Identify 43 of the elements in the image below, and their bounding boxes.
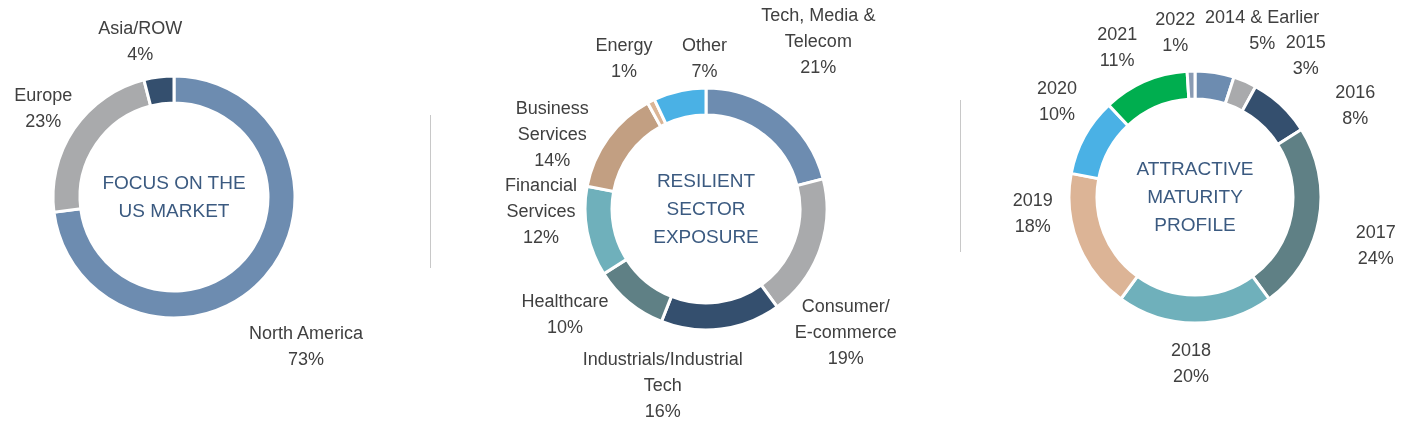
data-label: 20% xyxy=(1172,365,1209,386)
data-label: 21% xyxy=(800,57,837,78)
slice-label: Other xyxy=(681,35,727,56)
data-label: 12% xyxy=(523,227,560,248)
slice-label: 2015 xyxy=(1285,32,1326,53)
text: ATTRACTIVE MATURITY PROFILE xyxy=(1135,157,1255,237)
data-label: 4% xyxy=(127,43,154,64)
slice-label: 2020 xyxy=(1037,78,1078,99)
slice-label: 2019 xyxy=(1012,189,1053,210)
data-label: 23% xyxy=(25,111,62,132)
slice-label: Industrials/Industrial Tech xyxy=(582,348,743,395)
data-label: 73% xyxy=(288,348,325,369)
slice-label: 2018 xyxy=(1170,339,1211,360)
text: RESILIENT SECTOR EXPOSURE xyxy=(652,169,760,249)
slice-label: Tech, Media & Telecom xyxy=(761,5,876,52)
data-label: 11% xyxy=(1099,49,1135,70)
slice-label: North America xyxy=(249,322,365,343)
data-label: 18% xyxy=(1014,215,1051,236)
data-label: 8% xyxy=(1342,107,1369,128)
data-label: 5% xyxy=(1249,32,1276,53)
slice-label: 2022 xyxy=(1155,9,1196,30)
data-label: 3% xyxy=(1292,58,1319,79)
data-label: 14% xyxy=(534,150,571,171)
slice-label: 2017 xyxy=(1355,221,1396,242)
slice-label: Financial Services xyxy=(504,175,578,222)
slice-label: Asia/ROW xyxy=(98,17,183,38)
slice-label: Consumer/E-commerce xyxy=(794,295,897,342)
slice-label: Energy xyxy=(595,34,653,55)
data-label: 19% xyxy=(827,347,864,368)
data-label: 10% xyxy=(1039,104,1076,125)
slice-label: 2016 xyxy=(1335,81,1376,102)
data-label: 1% xyxy=(610,60,637,81)
slice-label: Business Services xyxy=(515,98,589,145)
data-label: 16% xyxy=(644,400,681,421)
data-label: 7% xyxy=(691,61,718,82)
data-label: 24% xyxy=(1357,247,1394,268)
slice-label: Europe xyxy=(14,85,73,106)
data-label: 10% xyxy=(547,317,584,338)
slice-label: 2021 xyxy=(1097,23,1138,44)
text: FOCUS ON THE US MARKET xyxy=(101,171,247,223)
slice-label: 2014 & Earlier xyxy=(1205,6,1320,27)
slice-label: Healthcare xyxy=(521,291,609,312)
data-label: 1% xyxy=(1162,35,1189,56)
